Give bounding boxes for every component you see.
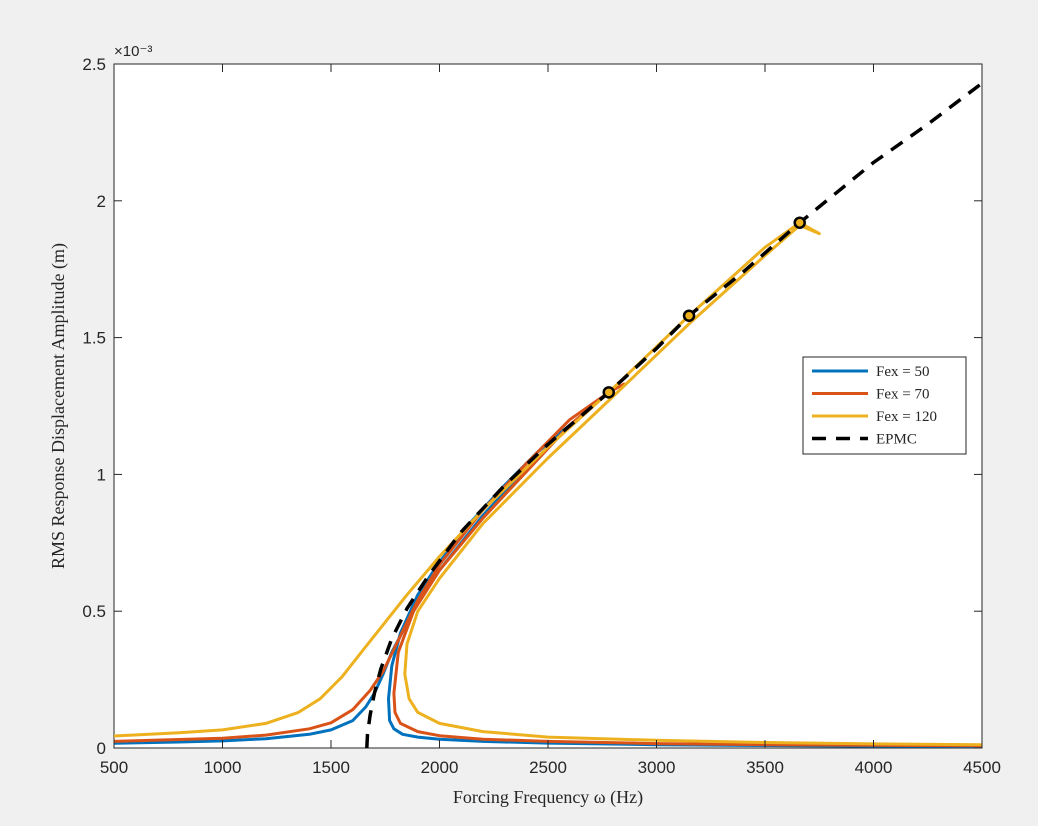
y-exponent-label: ×10⁻³: [114, 43, 152, 60]
x-tick-label: 2000: [421, 758, 459, 777]
x-tick-label: 3000: [638, 758, 676, 777]
x-tick-label: 2500: [529, 758, 567, 777]
ticks-layer: 500 1000 1500 2000 2500 3000 3500 4000 4500 0 0.5 1…: [82, 55, 1001, 777]
y-tick-label: 1.5: [82, 329, 106, 348]
y-tick-label: 0: [97, 739, 106, 758]
y-tick-label: 2: [97, 192, 106, 211]
marker-layer: [602, 216, 806, 399]
y-axis-label: RMS Response Displacement Amplitude (m): [48, 243, 69, 569]
bifurcation-marker-3: [793, 216, 806, 229]
y-tick-label: 2.5: [82, 55, 106, 74]
x-tick-label: 4000: [855, 758, 893, 777]
x-tick-label: 500: [100, 758, 128, 777]
bifurcation-marker-1: [602, 386, 616, 399]
legend-label-2: Fex = 70: [876, 387, 929, 403]
x-axis-label: Forcing Frequency ω (Hz): [453, 787, 643, 808]
x-tick-label: 4500: [963, 758, 1001, 777]
x-tick-label: 1000: [204, 758, 242, 777]
legend-label-1: Fex = 50: [876, 364, 929, 380]
legend-label-4: EPMC: [876, 432, 917, 448]
legend-box: [802, 356, 967, 455]
legend: Fex = 50 Fex = 70 Fex = 120 EPMC: [802, 356, 967, 455]
y-tick-label: 1: [97, 465, 106, 484]
x-tick-label: 3500: [746, 758, 784, 777]
legend-label-3: Fex = 120: [876, 409, 937, 425]
bifurcation-marker-2: [682, 309, 696, 322]
y-tick-label: 0.5: [82, 602, 106, 621]
x-tick-label: 1500: [312, 758, 350, 777]
